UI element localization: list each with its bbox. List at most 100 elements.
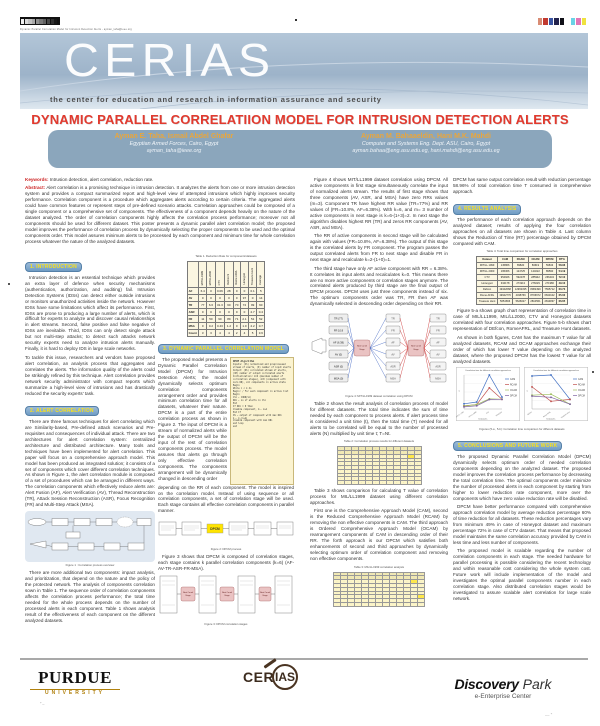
- abstract-text-line: Abstract: Alert correlation is a promisi…: [25, 185, 295, 245]
- dpcm-paragraph-3: Figure 3 shows that DPCM is composed of …: [158, 553, 294, 571]
- table-cell: 0.4: [256, 308, 266, 316]
- table-row: ·· ·· ·· ·· ·· ·· ·· ·· ·· ·· ·· ·· ··: [333, 601, 425, 607]
- table-cell: ··: [347, 601, 355, 607]
- table-cell: Treasure Hunt: [476, 298, 498, 306]
- color-calibration-strip: [537, 17, 586, 25]
- figure-5a-host: Correlation time for different correlati…: [456, 367, 520, 426]
- table3-intro-paragraph-2: First one is the Comprehensive Approach …: [310, 508, 448, 562]
- algorithm-line: stream of alerts, (K) number of input al…: [233, 366, 291, 370]
- figure-2-dpcm-label: DPCM: [210, 527, 220, 531]
- table-cell: 4: [239, 329, 250, 337]
- gray-swatch: [39, 18, 43, 24]
- table-cell: 5: [248, 329, 258, 337]
- table-row: Count 3 3 4 4 2 4 5 3.6: [186, 329, 266, 337]
- crop-mark: ⌜ –: [40, 701, 45, 706]
- authors-bar: Ayman E. Taha, Ismail Abdel Ghafar Egypt…: [48, 130, 552, 168]
- svg-text:FR: FR: [391, 328, 395, 332]
- algorithm-line: While i < k do: [233, 386, 252, 390]
- gray-swatch: [24, 18, 28, 24]
- table-cell: ··: [417, 601, 425, 607]
- abstract-text: Alert correlation is a promising techniq…: [25, 184, 295, 244]
- table-cell: 77: [198, 301, 208, 309]
- results-fig4-paragraph-1: Figure 4 shows MIT/LL1999 dataset correl…: [310, 177, 448, 230]
- results-fig4-paragraph-2: The RR of active components in second st…: [310, 233, 448, 263]
- svg-text:AF: AF: [391, 340, 395, 344]
- svg-text:FR: FR: [436, 328, 440, 332]
- table-cell: 70: [232, 301, 241, 309]
- author-group-left: Ayman E. Taha, Ismail Abdel Ghafar Egypt…: [48, 130, 300, 168]
- author-email: ayman_taha@ieee.org: [146, 148, 202, 154]
- svg-text:ASR: ASR: [435, 364, 440, 368]
- svg-text:Next Correl: Next Correl: [222, 591, 233, 594]
- table-cell: 2814837: [542, 298, 558, 306]
- column-4: DPCM has same output correlation result …: [453, 177, 591, 649]
- table-cell: 97: [239, 294, 250, 302]
- table-4: Dataset CAM RCAM OCAM DPCM RT% MIT/LL 1999 1458…: [476, 256, 568, 306]
- svg-text:MSA: MSA: [435, 376, 441, 380]
- table1-row-label: ASR: [186, 308, 200, 316]
- svg-text:RCAM: RCAM: [578, 384, 585, 387]
- dpcm-algorithm-box: DPCM Algorithm Inputs: (IS) normalized a…: [230, 356, 294, 485]
- figure-4-diagram: TR (77) FR 10.8 AF (6.38) AV (0) ASR (0) MSA …: [310, 310, 448, 393]
- table-cell: 0: [239, 308, 250, 316]
- keywords-text: Intrusion detection, alert correlation, …: [49, 177, 154, 182]
- magnifier-handle-icon: [263, 658, 277, 669]
- table-row: ·· ·· ·· ·· ·· ·· ·· ·· ·· ·· ·· ··: [336, 449, 422, 455]
- table-cell: 4: [214, 329, 226, 337]
- table-cell: 2.7: [248, 308, 258, 316]
- color-swatch: [565, 17, 570, 25]
- table-cell: 89: [224, 315, 234, 323]
- table-row: Defcon 19342668 12963335 8082499 7595712 60.7…: [476, 286, 568, 294]
- table-cell: ··: [350, 480, 359, 485]
- gray-swatch: [43, 18, 47, 24]
- table-cell: 28: [224, 287, 234, 295]
- table1-col-header: Rome AFRL: [232, 261, 241, 288]
- figure-1-flowchart: [27, 516, 152, 550]
- cerias-logo-lens-text: IAS: [275, 670, 296, 684]
- table-cell: ··: [333, 601, 341, 607]
- cerias-footer-logo: CER IAS: [243, 658, 299, 690]
- author-names: Ayman E. Taha, Ismail Abdel Ghafar: [114, 133, 234, 140]
- column-1: 1. INTRODUCTION Intrusion detection is a…: [25, 255, 155, 647]
- author-email: ayman.bahaa@eng.asu.edu.eg, hani.mahdi@e…: [352, 148, 500, 154]
- print-meta-line: Dynamic Parallel Correlation Model for I…: [20, 28, 132, 31]
- svg-text:Stage: Stage: [413, 348, 419, 351]
- column-3: Figure 4 shows MIT/LL1999 dataset correl…: [310, 177, 448, 649]
- print-artifact: [8, 283, 10, 285]
- table-cell: 52: [256, 315, 266, 323]
- table-cell: 3: [198, 329, 208, 337]
- table-2-caption: Table 2: Correlation process results for…: [343, 439, 415, 444]
- svg-text:AV: AV: [436, 352, 440, 356]
- table-1: MIT/LL1999 MIT/LL2000 CTV Defcon 9 Rome AFRL…: [186, 261, 266, 337]
- section-heading-results: 4. RESULTS ANALYSIS: [453, 204, 522, 215]
- table-cell: 0.1: [248, 287, 258, 295]
- table-cell: 0: [206, 308, 216, 316]
- discovery-park-logo: Discovery Park e-Enterprise Center: [438, 676, 568, 700]
- algorithm-line: End If: [233, 410, 241, 414]
- color-swatch: [548, 17, 553, 25]
- conclusions-paragraph-3: The proposed model is scalable regarding…: [453, 548, 591, 602]
- abstract-block: Keywords: Intrusion detection, alert cor…: [25, 177, 295, 253]
- table-cell: 0: [232, 294, 241, 302]
- table-row: AF 6.4 0 0.06 28 0 0 0.1 5: [186, 287, 266, 295]
- svg-text:MIT/LL 2000: MIT/LL 2000: [468, 412, 477, 419]
- table-cell: ··: [396, 601, 404, 607]
- svg-text:AF (6.38): AF (6.38): [333, 340, 344, 344]
- table-cell: 4: [224, 329, 234, 337]
- registration-dot: [295, 19, 297, 21]
- section-heading-introduction: 1. INTRODUCTION: [25, 261, 82, 273]
- table-cell: 0.06: [214, 287, 226, 295]
- table1-row-label: Count: [186, 329, 200, 337]
- svg-text:Stage: Stage: [185, 594, 191, 597]
- color-swatch: [543, 17, 548, 25]
- table1-col-header: MIT/LL1999: [198, 261, 208, 288]
- table1-row-label: MSA: [186, 322, 200, 330]
- algorithm-line: Begin: / For each component in active li…: [233, 389, 289, 393]
- table-cell: ··: [385, 480, 394, 485]
- table-row: ·· ·· ·· ·· ·· ·· ·· ·· ·· ·· ·· ·· ··: [333, 586, 425, 592]
- table3-intro-paragraph-1: Table 3 shows comparison for calculating…: [310, 487, 448, 505]
- table-cell: 31.3: [214, 301, 226, 309]
- purdue-wordmark: PURDUE: [38, 668, 112, 687]
- svg-text:ASR: ASR: [390, 364, 395, 368]
